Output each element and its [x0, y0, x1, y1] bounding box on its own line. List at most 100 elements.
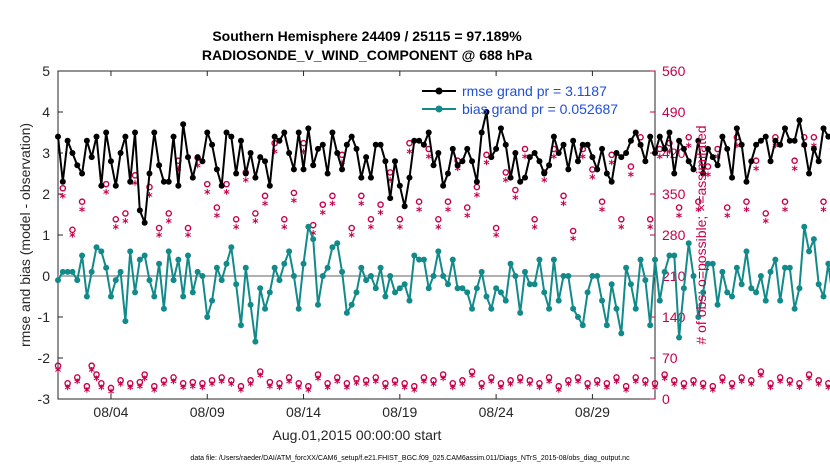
series-point-rmse-55	[319, 141, 326, 148]
series-point-rmse-79	[435, 150, 442, 156]
obs-possible-point-30	[199, 379, 206, 387]
obs-assimilated-point-58: *	[334, 377, 341, 391]
series-point-bias-104	[555, 297, 562, 304]
obs-assimilated-point-62: *	[353, 378, 360, 392]
series-point-rmse-149	[772, 137, 779, 144]
series-point-rmse-84	[459, 158, 466, 165]
obs-assimilated-point-122: *	[642, 379, 649, 393]
obs-assimilated-point-77: *	[426, 152, 433, 166]
series-point-bias-42	[257, 285, 264, 292]
legend: rmse grand pr = 3.1187 bias grand pr = 0…	[422, 83, 618, 117]
series-point-bias-108	[574, 314, 581, 320]
series-point-rmse-130	[680, 145, 687, 152]
series-point-rmse-57	[329, 129, 336, 136]
obs-possible-point-93	[502, 169, 510, 176]
obs-assimilated-point-50: *	[296, 382, 303, 396]
obs-possible-point-133	[695, 198, 702, 206]
series-point-rmse-9	[98, 182, 105, 189]
series-point-bias-136	[709, 260, 716, 267]
series-point-rmse-54	[314, 145, 321, 152]
series-point-bias-9	[98, 248, 105, 255]
series-point-rmse-83	[454, 162, 461, 169]
obs-assimilated-point-93: *	[503, 175, 510, 189]
series-point-bias-135	[704, 260, 711, 267]
obs-possible-point-79	[435, 215, 442, 223]
series-point-rmse-29	[194, 154, 201, 161]
series-point-rmse-147	[762, 133, 769, 140]
series-point-rmse-93	[502, 141, 509, 148]
series-point-bias-12	[112, 277, 119, 284]
obs-possible-point-24	[170, 374, 177, 381]
obs-possible-point-158	[815, 377, 822, 384]
obs-possible-point-21	[155, 224, 163, 232]
obs-assimilated-point-47: *	[281, 222, 288, 236]
obs-possible-point-82	[449, 379, 457, 387]
obs-assimilated-point-7: *	[89, 365, 96, 379]
series-point-rmse-95	[512, 150, 519, 156]
series-point-rmse-70	[392, 158, 399, 165]
x-tick-label-0: 08/04	[93, 404, 128, 420]
obs-possible-point-95	[512, 186, 519, 194]
obs-assimilated-point-37: *	[233, 222, 240, 236]
obs-assimilated-point-2: *	[64, 382, 71, 396]
obs-assimilated-point-144: *	[748, 379, 755, 393]
series-point-rmse-42	[257, 154, 264, 161]
series-point-rmse-152	[786, 137, 793, 144]
series-point-bias-41	[252, 338, 259, 345]
series-point-rmse-104	[555, 150, 562, 156]
series-point-bias-159	[820, 293, 827, 300]
obs-possible-point-9	[98, 379, 105, 387]
obs-assimilated-point-86: *	[469, 371, 476, 385]
series-point-rmse-123	[647, 133, 654, 140]
obs-assimilated-point-109: *	[580, 152, 587, 166]
series-point-bias-14	[122, 318, 129, 325]
series-point-rmse-117	[618, 154, 625, 161]
series-point-bias-121	[637, 256, 644, 263]
series-point-rmse-12	[112, 182, 119, 189]
series-point-bias-13	[117, 268, 124, 275]
obs-possible-point-31	[203, 180, 211, 188]
obs-possible-point-50	[295, 379, 303, 387]
obs-possible-point-129	[675, 204, 683, 211]
series-point-rmse-141	[733, 125, 740, 132]
series-point-rmse-119	[627, 137, 634, 144]
obs-possible-point-12	[112, 215, 120, 223]
series-point-rmse-136	[709, 154, 716, 161]
obs-possible-point-46	[276, 379, 283, 387]
obs-possible-point-90	[488, 374, 495, 381]
y-axis-label: rmse and bias (model - observation)	[17, 123, 33, 347]
series-point-bias-160	[825, 260, 830, 267]
series-point-rmse-86	[469, 158, 476, 165]
series-point-bias-52	[305, 223, 312, 230]
obs-assimilated-point-74: *	[411, 385, 418, 399]
obs-assimilated-point-89: *	[483, 158, 490, 172]
series-point-rmse-66	[372, 141, 379, 148]
obs-assimilated-point-9: *	[98, 382, 105, 396]
obs-assimilated-point-46: *	[276, 382, 283, 396]
obs-assimilated-point-69: *	[387, 175, 394, 189]
obs-assimilated-point-90: *	[488, 377, 495, 391]
series-point-bias-23	[165, 248, 172, 255]
series-point-rmse-118	[623, 150, 630, 156]
obs-possible-point-91	[492, 224, 500, 232]
obs-possible-point-36	[228, 377, 235, 384]
obs-assimilated-point-146: *	[758, 371, 765, 385]
obs-possible-point-154	[796, 379, 803, 387]
series-point-bias-25	[175, 256, 182, 263]
series-point-bias-73	[406, 297, 413, 304]
obs-assimilated-point-115: *	[609, 158, 616, 172]
series-point-rmse-124	[652, 150, 658, 156]
obs-assimilated-point-87: *	[474, 190, 481, 204]
obs-possible-point-113	[598, 198, 606, 206]
obs-assimilated-point-111: *	[589, 172, 596, 186]
series-point-bias-36	[228, 244, 235, 251]
obs-assimilated-point-6: *	[84, 385, 91, 399]
obs-assimilated-point-49: *	[291, 196, 298, 210]
series-point-bias-45	[271, 264, 278, 271]
series-point-rmse-140	[729, 174, 736, 181]
obs-assimilated-point-26: *	[180, 382, 187, 396]
series-point-bias-48	[286, 248, 293, 255]
series-point-bias-77	[425, 285, 432, 292]
y-tick-label-5: 2	[42, 186, 50, 202]
series-point-rmse-20	[151, 129, 158, 136]
